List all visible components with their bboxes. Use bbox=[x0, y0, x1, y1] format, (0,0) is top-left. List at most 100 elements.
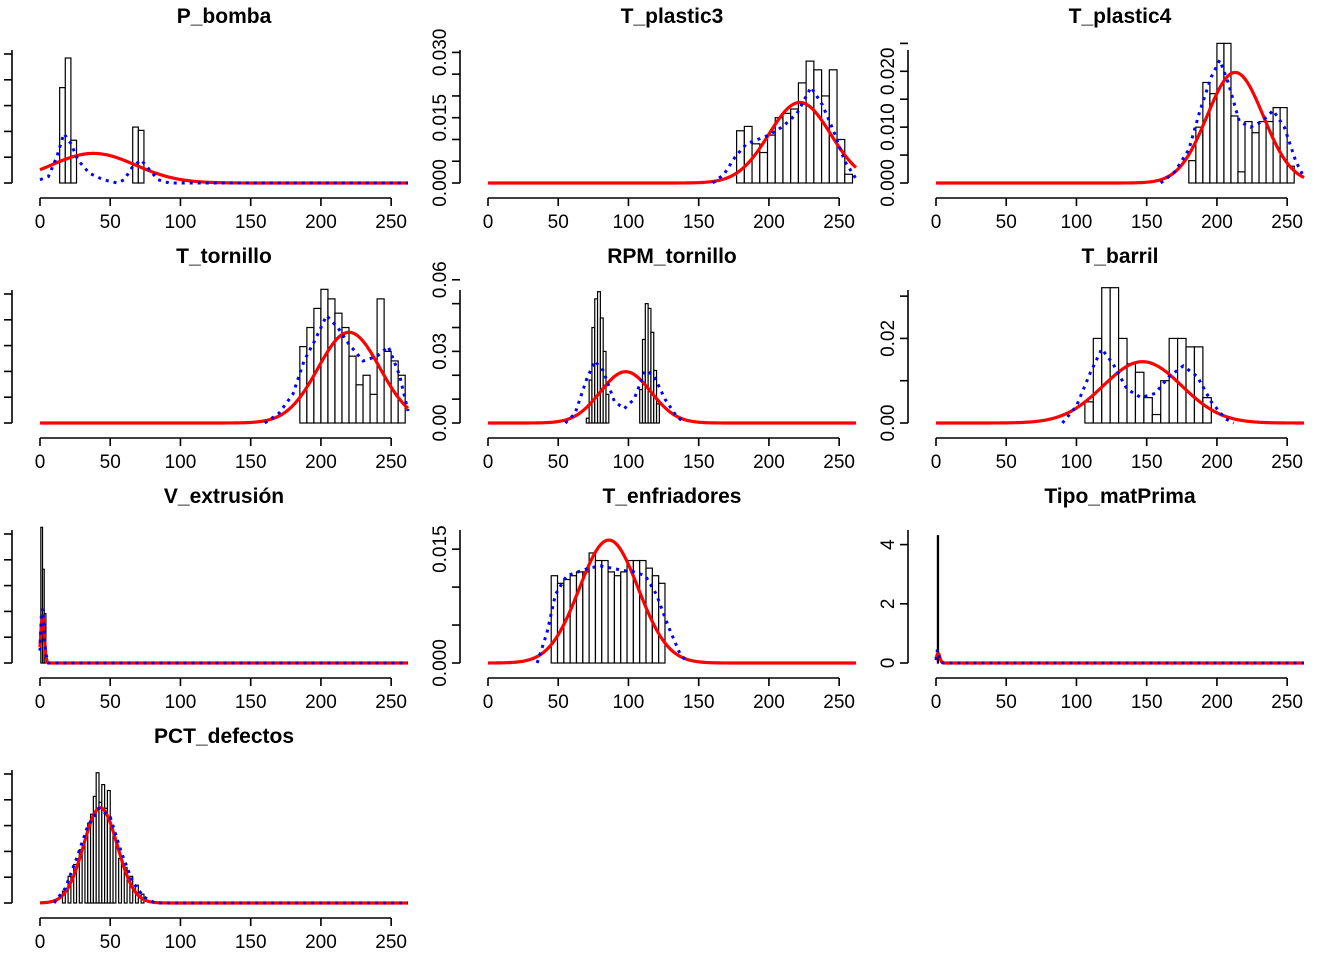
kernel-density-curve bbox=[52, 806, 408, 905]
x-tick-label: 200 bbox=[305, 452, 337, 473]
x-tick-label: 100 bbox=[613, 452, 645, 473]
panel-title: T_plastic3 bbox=[621, 5, 724, 28]
histogram-bar bbox=[1101, 287, 1111, 424]
normal-density-curve bbox=[40, 330, 410, 425]
x-tick-label: 0 bbox=[483, 692, 494, 713]
x-tick-label: 250 bbox=[823, 692, 855, 713]
y-tick-label: 4 bbox=[878, 539, 899, 550]
normal-density-curve bbox=[39, 151, 408, 185]
panel-title: T_barril bbox=[1081, 245, 1158, 268]
panel-title: V_extrusión bbox=[164, 485, 284, 508]
x-tick-label: 50 bbox=[996, 452, 1017, 473]
normal-density-curve bbox=[936, 70, 1305, 185]
histogram-bar bbox=[820, 95, 830, 184]
x-tick-label: 150 bbox=[235, 212, 267, 233]
kernel-density-curve bbox=[535, 564, 689, 664]
histogram-bar bbox=[550, 575, 559, 664]
y-tick-label: 0.020 bbox=[878, 48, 899, 96]
y-tick-label: 0.03 bbox=[430, 333, 451, 370]
y-tick-label: 0.015 bbox=[430, 525, 451, 573]
kernel-density-curve bbox=[39, 130, 408, 185]
x-tick-label: 50 bbox=[100, 692, 121, 713]
panel-p-bomba: P_bomba 0 50 100 150 200 250 bbox=[4, 5, 408, 233]
histogram-bar bbox=[1244, 120, 1253, 184]
x-tick-label: 250 bbox=[1271, 212, 1303, 233]
x-tick-label: 250 bbox=[375, 932, 407, 953]
histogram-bar bbox=[1251, 132, 1260, 184]
x-tick-label: 50 bbox=[996, 212, 1017, 233]
histogram-bar bbox=[790, 108, 800, 184]
normal-density-curve bbox=[936, 360, 1305, 425]
x-tick-label: 200 bbox=[305, 692, 337, 713]
x-tick-label: 200 bbox=[753, 212, 785, 233]
histogram-bar bbox=[299, 346, 308, 424]
x-tick-label: 200 bbox=[753, 452, 785, 473]
panel-title: T_enfriadores bbox=[603, 485, 742, 508]
y-tick-label: 0.00 bbox=[430, 405, 451, 442]
x-tick-label: 50 bbox=[100, 212, 121, 233]
panel-t-plastic3: T_plastic3 0 50 100 150 200 250 0.000 0.015 0.030 bbox=[430, 5, 858, 233]
normal-density-curve bbox=[488, 100, 858, 185]
normal-density-curve bbox=[488, 538, 856, 665]
histogram-bar bbox=[582, 571, 590, 664]
x-tick-label: 0 bbox=[35, 452, 46, 473]
histogram-bar bbox=[613, 575, 622, 664]
x-tick-label: 50 bbox=[548, 212, 569, 233]
histogram-bar bbox=[73, 863, 78, 904]
x-tick-label: 0 bbox=[931, 692, 942, 713]
y-tick-label: 0.00 bbox=[878, 405, 899, 442]
x-tick-label: 150 bbox=[1131, 692, 1163, 713]
kernel-density-curve bbox=[564, 358, 686, 425]
histogram-bar bbox=[355, 384, 364, 424]
x-tick-label: 250 bbox=[823, 212, 855, 233]
y-tick-label: 0.000 bbox=[430, 639, 451, 687]
x-tick-label: 100 bbox=[165, 452, 197, 473]
y-tick-label: 0.06 bbox=[430, 261, 451, 298]
histogram-bar bbox=[844, 173, 854, 184]
x-tick-label: 50 bbox=[100, 452, 121, 473]
x-tick-label: 250 bbox=[375, 452, 407, 473]
histogram-bar bbox=[1230, 115, 1239, 184]
x-tick-label: 150 bbox=[1131, 212, 1163, 233]
x-tick-label: 200 bbox=[753, 692, 785, 713]
histogram-bar bbox=[620, 571, 628, 664]
y-tick-label: 0.015 bbox=[430, 94, 451, 142]
histogram-bar bbox=[1223, 42, 1232, 184]
x-tick-label: 150 bbox=[683, 452, 715, 473]
x-tick-label: 150 bbox=[1131, 452, 1163, 473]
histogram-bar bbox=[137, 129, 145, 184]
x-tick-label: 100 bbox=[613, 212, 645, 233]
kernel-density-curve bbox=[711, 84, 858, 185]
histogram-bar bbox=[1151, 413, 1162, 424]
histogram-bar bbox=[607, 571, 616, 664]
x-tick-label: 50 bbox=[996, 692, 1017, 713]
histogram-bar bbox=[118, 857, 123, 904]
kernel-density-curve bbox=[38, 608, 408, 665]
histogram-bar bbox=[348, 355, 357, 424]
histogram-bar bbox=[1279, 106, 1288, 184]
panel-t-plastic4: T_plastic4 0 50 100 150 200 250 0.000 0.010 0.020 bbox=[878, 5, 1306, 233]
histogram-bar bbox=[605, 393, 610, 424]
x-tick-label: 100 bbox=[1061, 692, 1093, 713]
histogram-bar bbox=[651, 575, 660, 664]
histogram-bar bbox=[639, 559, 647, 664]
x-tick-label: 0 bbox=[483, 212, 494, 233]
x-tick-label: 150 bbox=[235, 932, 267, 953]
x-tick-label: 200 bbox=[305, 932, 337, 953]
histogram-bar bbox=[766, 134, 776, 184]
panel-title: T_plastic4 bbox=[1069, 5, 1172, 28]
histogram-bar bbox=[1084, 401, 1094, 424]
x-tick-label: 100 bbox=[165, 692, 197, 713]
x-tick-label: 50 bbox=[548, 692, 569, 713]
panel-title: T_tornillo bbox=[176, 245, 272, 268]
histogram-bar bbox=[132, 126, 139, 184]
panel-rpm-tornillo: RPM_tornillo 0 50 100 150 200 250 0.00 0.03 0.06 bbox=[430, 245, 856, 473]
y-tick-label: 0.010 bbox=[878, 103, 899, 151]
kernel-density-curve bbox=[263, 312, 410, 425]
histogram-bar bbox=[376, 298, 385, 424]
histogram-bar bbox=[1185, 346, 1196, 424]
histogram-bar bbox=[362, 374, 371, 424]
x-tick-label: 0 bbox=[931, 452, 942, 473]
histogram-bar bbox=[936, 535, 940, 664]
x-tick-label: 100 bbox=[165, 932, 197, 953]
